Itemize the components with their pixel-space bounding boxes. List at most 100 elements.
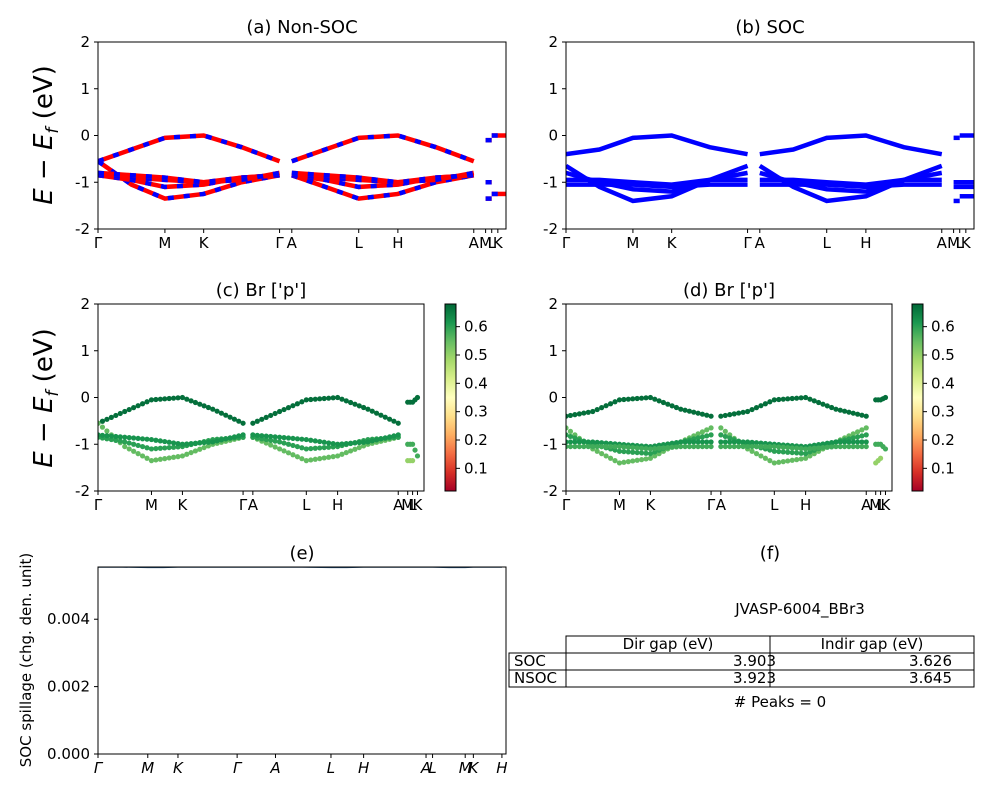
point-c-2-0-2 (104, 428, 110, 434)
plot-area-d (566, 394, 889, 466)
panel-e-title: (e) (289, 543, 314, 564)
point-c-7-4-0 (365, 439, 371, 445)
point-d-3-1-5 (767, 458, 773, 464)
table-row-nsoc-cell-2 (769, 669, 975, 688)
point-d-9-0-3 (731, 443, 737, 450)
point-d-7-end (863, 439, 869, 445)
point-c-5-1-5 (299, 445, 305, 451)
point-d-8-4-0 (678, 443, 684, 450)
point-c-6-0-2 (104, 433, 110, 439)
point-d-1-1-1 (749, 406, 755, 413)
point-c-7-0-2 (259, 433, 265, 439)
point-c-1-4-4 (382, 414, 388, 420)
point-d-0-3-4 (665, 401, 671, 407)
point-c-9-1-1 (412, 447, 418, 453)
point-d-3-1-4 (762, 455, 769, 461)
point-c-2-3-2 (188, 449, 194, 456)
point-c-7-3-4 (352, 440, 358, 446)
point-c-4-2-4 (166, 444, 172, 451)
point-d-1-1-3 (758, 403, 764, 409)
point-d-9-4-4 (850, 443, 856, 450)
point-d-6-0-4 (581, 439, 587, 445)
xtick-label-d-6: H (800, 496, 811, 514)
colorbar-d: 0.1 0.2 0.3 0.4 0.5 0.6 (911, 303, 955, 492)
ytick-label-b-0: -2 (543, 220, 558, 238)
point-c-0-1-3 (135, 403, 141, 409)
point-c-0-3-3 (192, 399, 199, 406)
point-d-9-3-0 (803, 446, 809, 452)
xtick-label-b-1: M (626, 234, 639, 252)
plot-area-a (98, 133, 506, 201)
point-c-6-4-4 (227, 435, 233, 441)
ytick-label-a-0: -2 (75, 220, 90, 238)
xtick-label-e-4: A (269, 759, 280, 777)
point-c-3-3-1 (339, 451, 345, 457)
point-d-8-3-6 (673, 444, 680, 450)
point-c-1-1-0 (276, 408, 283, 415)
point-d-8-2-1 (621, 444, 627, 450)
point-c-6-4-1 (214, 438, 220, 444)
point-d-4-2-5 (638, 450, 645, 456)
cb-tick-label-c-2: 0.3 (464, 403, 488, 421)
point-d-0-3-1 (652, 396, 658, 402)
point-c-0-3-4 (197, 401, 203, 407)
point-c-0-1-2 (131, 405, 137, 411)
plot-area-c (98, 394, 421, 464)
point-d-4-2-4 (634, 449, 640, 456)
xtick-label-e-6: H (358, 759, 369, 777)
point-d-5-end (863, 432, 869, 438)
series-line-a-9 (291, 170, 475, 185)
point-c-1-2-5 (326, 395, 332, 401)
point-d-7-0-1 (722, 439, 728, 445)
cb-tick-label-c-5: 0.6 (464, 318, 488, 336)
point-d-8-4-2 (686, 443, 693, 450)
point-c-0-3-1 (184, 396, 190, 402)
point-c-1-2-4 (321, 395, 327, 402)
point-c-7-2-6 (330, 440, 336, 447)
point-c-3-3-6 (360, 443, 367, 449)
point-d-4-3-0 (647, 451, 654, 457)
point-d-6-0-1 (567, 439, 574, 445)
point-c-7-2-2 (312, 438, 318, 444)
point-c-1-2-6 (330, 395, 336, 401)
point-c-3-0-5 (272, 444, 278, 450)
xtick-label-a-6: H (392, 234, 403, 252)
xtick-label-c-2: K (178, 496, 189, 514)
point-c-6-3-1 (184, 441, 190, 447)
point-d-5-0-0 (718, 432, 724, 438)
xtick-label-c-5: L (302, 496, 311, 514)
table-row-nsoc-indir: 3.645 (909, 669, 952, 687)
xtick-label-e-8: L (428, 759, 436, 777)
point-d-1-2-3 (785, 396, 791, 402)
point-d-5-2-6 (798, 450, 804, 456)
point-c-9-1-0 (409, 441, 416, 447)
point-c-1-0-0 (250, 420, 256, 426)
point-c-2-0-0 (98, 420, 101, 426)
point-c-2-3-0 (179, 453, 186, 459)
point-d-4-0-2 (572, 435, 578, 441)
point-c-0-4-0 (210, 406, 216, 412)
point-c-6-4-2 (218, 437, 225, 443)
point-d-0-0-3 (576, 411, 582, 417)
xtick-label-d-1: M (613, 496, 626, 514)
point-d-9-4-6 (859, 443, 865, 450)
point-c-1-2-3 (317, 396, 323, 402)
point-c-1-3-4 (352, 401, 358, 407)
point-d-9-2-1 (776, 444, 782, 450)
panel-a-title: (a) Non-SOC (246, 17, 357, 38)
table-row-soc-indir: 3.626 (909, 652, 952, 670)
point-d-1-1-2 (753, 405, 760, 411)
point-d-8-1-1 (594, 443, 600, 450)
point-c-1-1-2 (285, 405, 292, 411)
plot-area-b (566, 133, 974, 204)
point-c-7-1-3 (290, 435, 296, 442)
point-d-0-3-6 (673, 404, 680, 411)
point-d-11-end (882, 446, 889, 452)
point-c-2-2-3 (162, 456, 168, 462)
cb-tick-label-d-4: 0.5 (931, 346, 955, 364)
cb-tick-label-c-0: 0.1 (464, 459, 488, 477)
point-d-8-0-5 (585, 443, 591, 450)
table-col-indir-gap: Indir gap (eV) (821, 635, 924, 653)
point-d-7-3-5 (824, 440, 830, 446)
point-c-5-2-4 (321, 444, 327, 451)
